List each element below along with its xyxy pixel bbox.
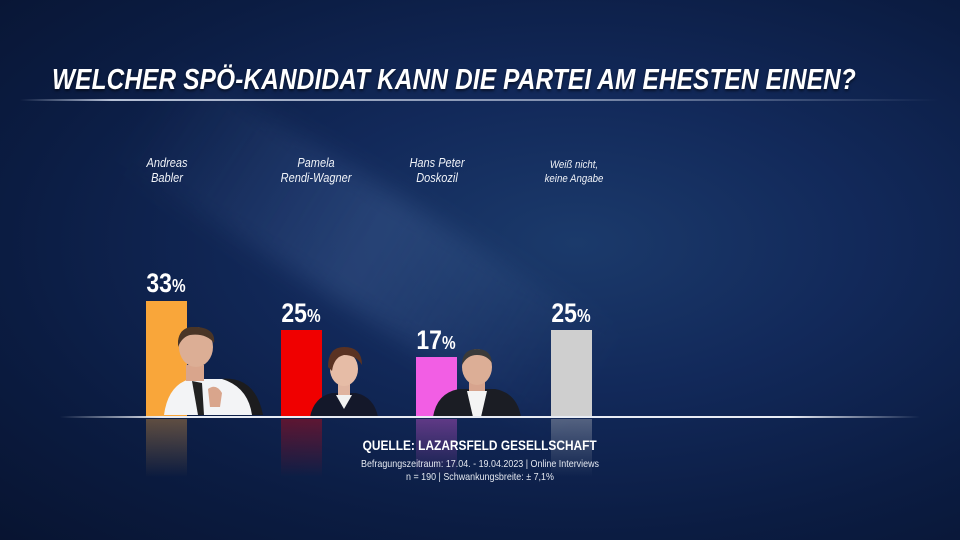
label-line: keine Angabe xyxy=(544,173,604,185)
category-label-rendi-wagner: Pamela Rendi-Wagner xyxy=(246,156,387,186)
label-line: Weiß nicht, xyxy=(549,159,599,171)
bar-reflection xyxy=(146,419,187,477)
survey-period: Befragungszeitraum: 17.04. - 19.04.2023 … xyxy=(361,458,599,470)
category-label-babler: Andreas Babler xyxy=(97,156,238,186)
source-block: QUELLE: LAZARSFELD GESELLSCHAFT Befragun… xyxy=(0,437,960,483)
value-label-rendi-wagner: 25% xyxy=(281,298,321,328)
chart-title: WELCHER SPÖ-KANDIDAT KANN DIE PARTEI AM … xyxy=(52,64,856,96)
bar-rendi-wagner xyxy=(281,330,322,417)
category-label-doskozil: Hans Peter Doskozil xyxy=(367,156,508,186)
label-line: Rendi-Wagner xyxy=(280,171,352,185)
value-label-doskozil: 17% xyxy=(416,325,456,355)
bar-reflection xyxy=(416,419,457,477)
candidate-photo-rendi-wagner xyxy=(310,347,378,417)
value-label-babler: 33% xyxy=(146,268,186,298)
value-label-no-answer: 25% xyxy=(551,298,591,328)
bar-no-answer xyxy=(551,330,592,417)
label-line: Pamela xyxy=(297,156,335,170)
label-line: Hans Peter xyxy=(409,156,465,170)
label-line: Doskozil xyxy=(416,171,458,185)
candidate-photo-babler xyxy=(164,327,263,415)
bar-reflection xyxy=(551,419,592,477)
category-label-no-answer: Weiß nicht, keine Angabe xyxy=(504,158,645,186)
bar-reflection xyxy=(281,419,322,477)
label-line: Andreas xyxy=(146,156,188,170)
source-label: QUELLE: LAZARSFELD GESELLSCHAFT xyxy=(362,437,598,453)
candidate-photo-doskozil xyxy=(433,349,521,417)
chart-baseline xyxy=(60,416,920,418)
sample-size: n = 190 | Schwankungsbreite: ± 7,1% xyxy=(406,471,554,483)
title-divider xyxy=(20,99,940,101)
label-line: Babler xyxy=(151,171,183,185)
